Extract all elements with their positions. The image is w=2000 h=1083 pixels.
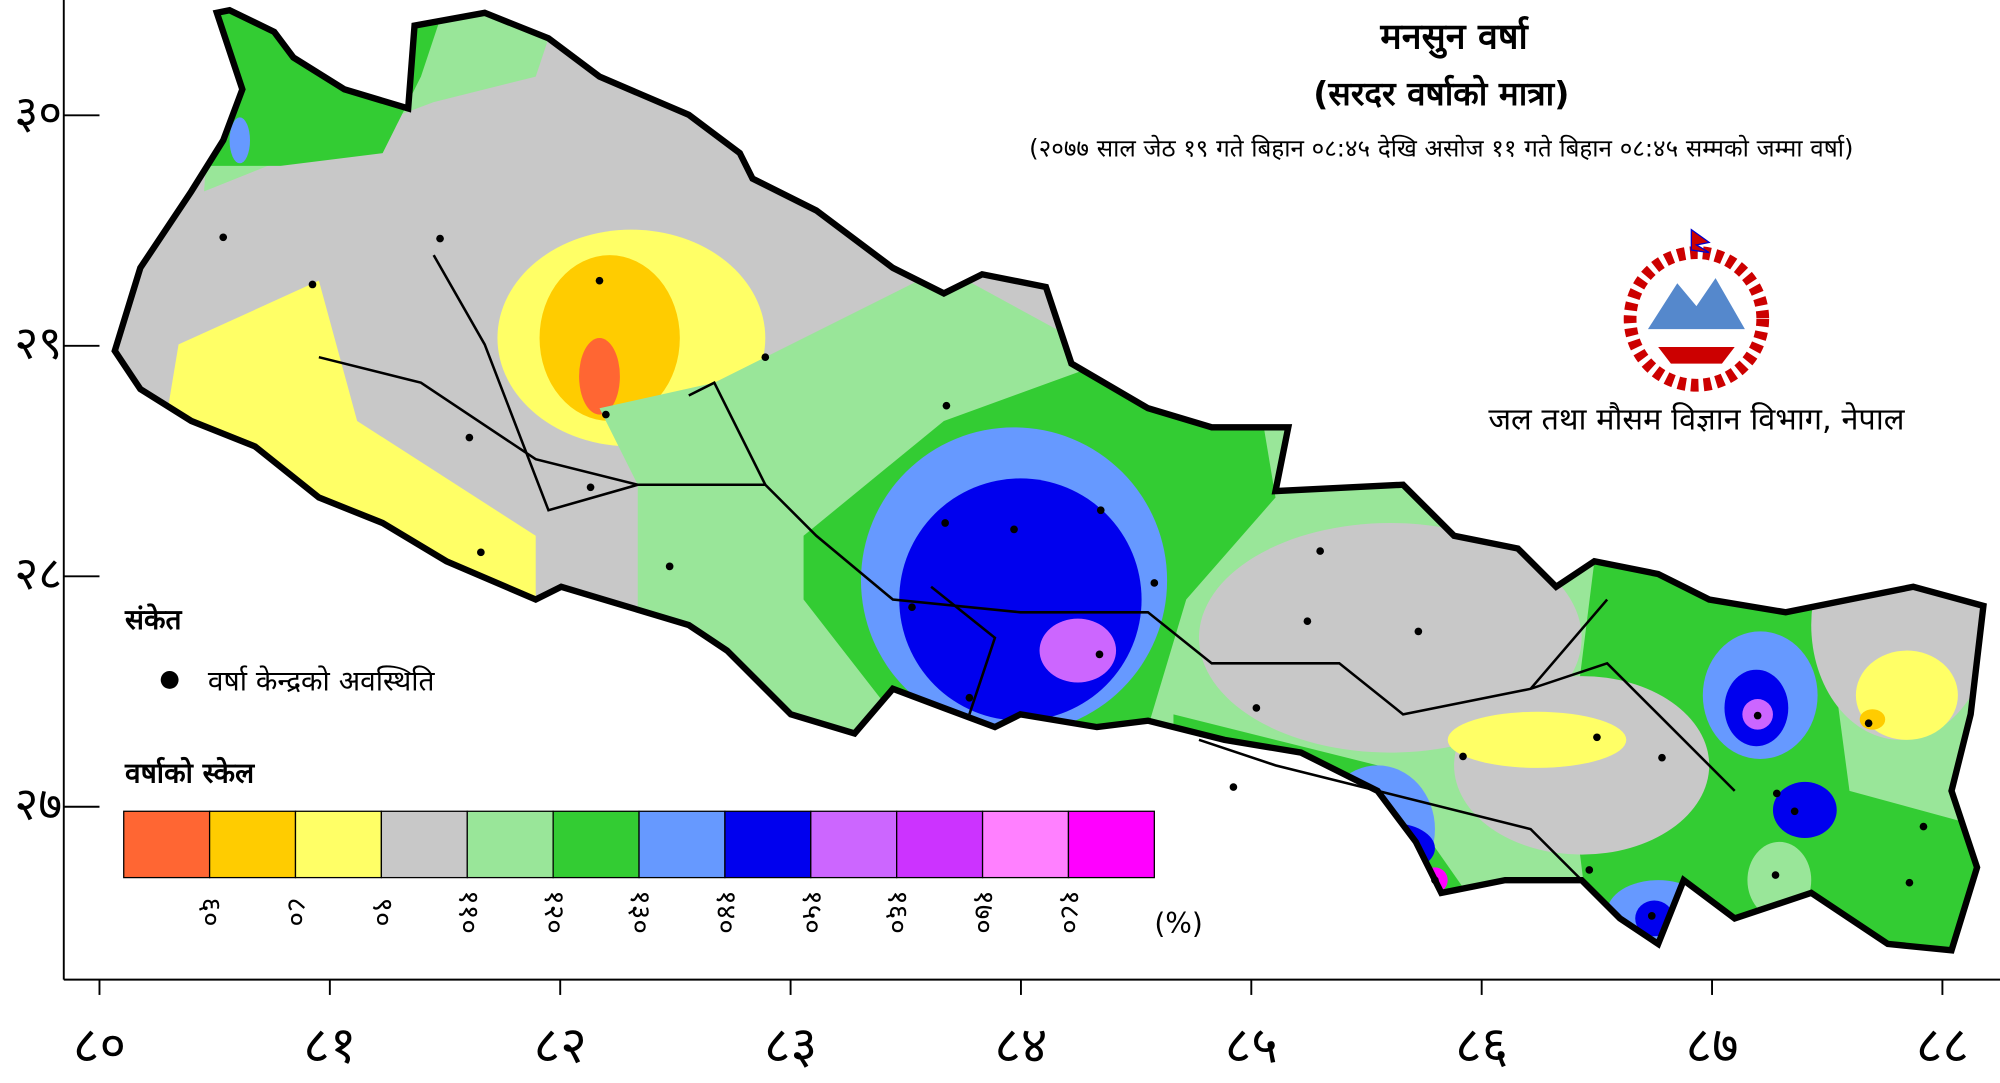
station-symbol: [160, 670, 179, 689]
y-tick-label: २९: [14, 315, 62, 369]
x-tick-label: ८५: [1225, 1017, 1278, 1076]
organization: जल तथा मौसम विज्ञान विभाग, नेपाल: [1488, 401, 1905, 437]
x-tick-label: ८३: [764, 1017, 817, 1076]
x-tick-label: ८२: [534, 1017, 587, 1076]
province-border: [318, 355, 1736, 792]
map-subtitle: (सरदर वर्षाको मात्रा): [1313, 74, 1569, 113]
province-border: [432, 254, 1609, 882]
x-tick-label: ८७: [1686, 1017, 1739, 1076]
color-scale: ६० ८० ९० ११० १२० १३० १४० १५० १६० १७० १८०: [123, 810, 1155, 934]
legend-title: संकेत: [124, 603, 182, 636]
scale-box: [1067, 810, 1155, 879]
scale-box: [896, 810, 984, 879]
scale-box: [294, 810, 383, 879]
y-tick-label: २७: [14, 776, 62, 830]
scale-box: [638, 810, 726, 879]
scale-label: १३०: [624, 890, 657, 934]
scale-box: [208, 810, 297, 879]
scale-label: ११०: [452, 890, 485, 934]
scale-label: १२०: [538, 890, 571, 934]
y-tick-label: २८: [14, 546, 62, 600]
axes: ८० ८१ ८२ ८३ ८४ ८५ ८६ ८७ ८८ ३० २९ २८ २७: [14, 0, 2000, 1076]
scale-label: १७०: [968, 890, 1001, 934]
scale-label: १८०: [1053, 890, 1086, 934]
map-title: मनसुन वर्षा: [1379, 15, 1529, 59]
station-label: वर्षा केन्द्रको अवस्थिति: [208, 664, 436, 697]
emblem: [1623, 228, 1770, 392]
scale-box: [123, 810, 211, 879]
scale-box: [981, 810, 1070, 879]
scale-box: [810, 810, 898, 879]
scale-label: १५०: [796, 890, 829, 934]
scale-label: ६०: [195, 897, 228, 926]
scale-label: ९०: [366, 897, 399, 926]
scale-unit: (%): [1154, 907, 1203, 940]
x-tick-label: ८१: [303, 1017, 356, 1076]
scale-box: [552, 810, 640, 879]
x-tick-label: ८८: [1916, 1017, 1969, 1076]
scale-label: १४०: [710, 890, 743, 934]
scale-title: वर्षाको स्केल: [124, 756, 255, 789]
scale-label: ८०: [280, 897, 313, 926]
period: (२०७७ साल जेठ १९ गते बिहान ०८:४५ देखि अस…: [1029, 134, 1853, 162]
scale-box: [724, 810, 812, 879]
x-tick-label: ८६: [1455, 1017, 1508, 1076]
scale-box: [380, 810, 468, 879]
x-tick-label: ८०: [73, 1017, 126, 1076]
stations: [219, 233, 1928, 920]
scale-box: [466, 810, 554, 879]
x-tick-label: ८४: [994, 1017, 1047, 1076]
y-tick-label: ३०: [14, 85, 62, 139]
scale-label: १६०: [882, 890, 915, 934]
